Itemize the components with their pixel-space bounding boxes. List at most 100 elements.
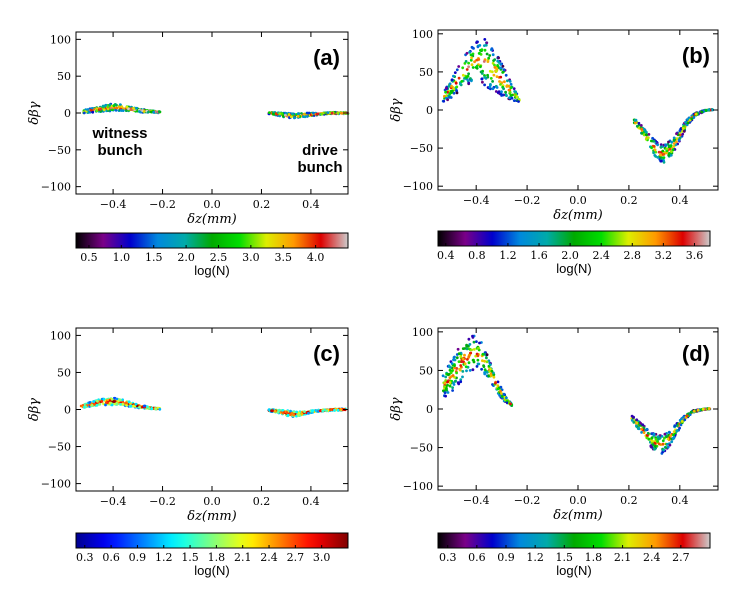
scatter-point xyxy=(102,108,106,112)
scatter-point xyxy=(114,108,118,112)
scatter-point xyxy=(100,400,104,403)
scatter-point xyxy=(459,380,463,384)
scatter-point xyxy=(478,341,481,345)
scatter-point xyxy=(448,381,452,385)
scatter-point xyxy=(688,413,692,416)
scatter-point xyxy=(630,419,634,422)
scatter-point xyxy=(453,364,456,368)
scatter-point xyxy=(461,370,465,373)
y-tick-label: 50 xyxy=(419,66,433,79)
scatter-point xyxy=(98,402,102,406)
x-tick-label: 0.4 xyxy=(671,194,689,207)
scatter-point xyxy=(502,87,505,91)
scatter-point xyxy=(668,443,672,447)
y-axis-label: δβγ xyxy=(27,101,42,124)
scatter-point xyxy=(681,126,685,130)
x-tick-label: 0.2 xyxy=(253,495,271,508)
scatter-point xyxy=(475,58,479,62)
scatter-point xyxy=(665,435,668,438)
scatter-point xyxy=(95,109,99,113)
scatter-point xyxy=(457,76,461,80)
scatter-point xyxy=(452,87,456,90)
y-tick-label: 0 xyxy=(426,403,433,416)
scatter-point xyxy=(675,140,678,144)
scatter-point xyxy=(300,412,304,416)
scatter-point xyxy=(457,360,461,363)
y-tick-label: 100 xyxy=(50,33,71,46)
scatter-point xyxy=(659,145,663,149)
scatter-point xyxy=(472,47,475,50)
scatter-point xyxy=(448,96,451,99)
scatter-point xyxy=(464,60,468,63)
scatter-point xyxy=(515,95,519,99)
x-tick-label: −0.2 xyxy=(514,194,541,207)
y-tick-label: 0 xyxy=(426,104,433,117)
scatter-point xyxy=(640,127,643,131)
witness-bunch-points xyxy=(441,334,514,407)
scatter-point xyxy=(696,408,700,412)
scatter-point xyxy=(672,430,676,433)
scatter-point xyxy=(333,408,336,412)
scatter-point xyxy=(645,130,648,134)
scatter-point xyxy=(505,94,508,97)
scatter-point xyxy=(92,400,96,404)
scatter-point xyxy=(508,91,512,94)
scatter-point xyxy=(659,159,663,163)
scatter-point xyxy=(485,360,489,364)
scatter-point xyxy=(483,368,487,371)
scatter-point xyxy=(485,371,489,374)
scatter-point xyxy=(689,410,693,414)
panel-b: −0.4 −0.2 0.0 0.2 0.4 100 50 0 −50 −100 δz(mm) δβγ (… xyxy=(389,28,719,276)
scatter-point xyxy=(504,73,508,77)
panel-label: (a) xyxy=(313,45,340,70)
scatter-point xyxy=(152,110,156,114)
scatter-point xyxy=(688,116,691,120)
scatter-point xyxy=(508,96,511,100)
scatter-point xyxy=(142,404,146,408)
scatter-point xyxy=(134,402,138,406)
scatter-point xyxy=(497,90,501,93)
scatter-point xyxy=(679,423,683,427)
scatter-point xyxy=(482,364,485,368)
scatter-point xyxy=(692,116,696,119)
scatter-point xyxy=(668,147,672,151)
x-tick-label: −0.4 xyxy=(463,194,490,207)
colorbar-tick-label: 1.8 xyxy=(585,551,603,564)
scatter-point xyxy=(678,426,681,430)
scatter-point xyxy=(467,355,471,358)
scatter-point xyxy=(692,409,696,413)
scatter-point xyxy=(465,369,468,373)
colorbar-tick-label: 0.8 xyxy=(468,249,486,262)
colorbar-tick-label: 1.5 xyxy=(145,251,163,264)
scatter-point xyxy=(510,96,514,100)
scatter-point xyxy=(507,84,511,88)
colorbar-tick-label: 3.6 xyxy=(686,249,704,262)
scatter-point xyxy=(650,432,653,436)
scatter-point xyxy=(512,87,516,90)
panel-label: (c) xyxy=(313,341,340,366)
scatter-point xyxy=(103,104,106,108)
scatter-point xyxy=(278,112,282,116)
scatter-point xyxy=(464,365,468,369)
scatter-point xyxy=(293,116,296,119)
y-tick-label: 0 xyxy=(64,107,71,120)
x-tick-label: −0.4 xyxy=(100,198,127,211)
scatter-point xyxy=(483,359,486,363)
scatter-point xyxy=(274,112,278,116)
scatter-point xyxy=(654,155,658,158)
scatter-point xyxy=(452,383,456,386)
scatter-point xyxy=(653,447,656,451)
colorbar-tick-label: 0.6 xyxy=(468,551,486,564)
scatter-point xyxy=(650,139,653,143)
colorbar-tick-label: 1.6 xyxy=(530,249,548,262)
scatter-point xyxy=(634,121,637,124)
scatter-point xyxy=(271,409,274,413)
colorbar-tick-label: 1.2 xyxy=(499,249,517,262)
colorbar-tick-label: 1.5 xyxy=(181,551,199,564)
scatter-point xyxy=(467,337,471,341)
scatter-point xyxy=(91,403,94,407)
scatter-point xyxy=(447,364,451,368)
scatter-point xyxy=(461,357,465,361)
scatter-point xyxy=(490,47,494,50)
